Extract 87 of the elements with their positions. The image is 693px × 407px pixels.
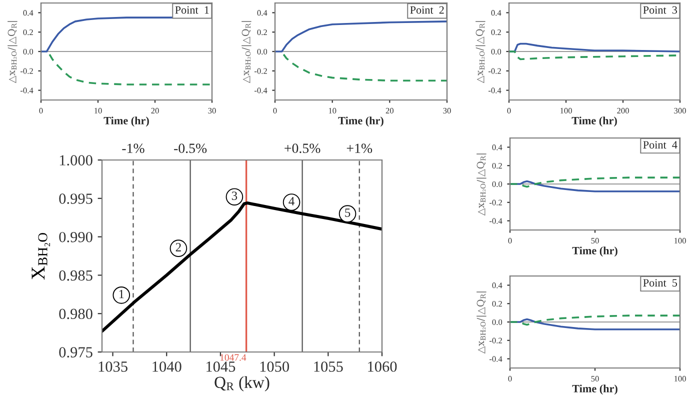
y-tick-label: -0.4 bbox=[488, 88, 502, 94]
annotation: 4 bbox=[288, 197, 294, 206]
y-axis-title: X$_{BH₂O}$ bbox=[32, 232, 50, 280]
y-tick-label: -0.2 bbox=[254, 68, 267, 74]
y-axis-title: △x$_{BH₂O}$/|△Q$_{R}$| bbox=[476, 21, 486, 84]
y-tick-label: -0.2 bbox=[489, 200, 502, 206]
x-axis-title: Time (hr) bbox=[572, 246, 618, 257]
x-tick-label: 30 bbox=[443, 108, 451, 114]
line-series bbox=[510, 314, 680, 326]
x-tick-label: 1040 bbox=[152, 361, 182, 372]
x-tick-label: 0 bbox=[507, 108, 511, 114]
y-tick-label: 0.0 bbox=[491, 48, 502, 55]
x-tick-label: 1050 bbox=[260, 361, 290, 372]
y-axis-title: △x$_{BH₂O}$/|△Q$_{R}$| bbox=[476, 292, 486, 354]
y-tick-label: 0.4 bbox=[492, 144, 502, 150]
y-tick-label: 0.2 bbox=[492, 162, 502, 169]
x-tick-label: 0 bbox=[39, 108, 43, 114]
line-series bbox=[282, 54, 447, 82]
annotation: Point 5 bbox=[643, 279, 678, 287]
y-tick-label: -0.4 bbox=[489, 356, 502, 362]
y-tick-label: 0.985 bbox=[59, 270, 92, 281]
x-tick-label: 100 bbox=[674, 238, 686, 244]
annotation: Point 2 bbox=[410, 6, 444, 14]
y-tick-label: -0.2 bbox=[489, 338, 502, 344]
y-tick-label: 0.2 bbox=[491, 29, 501, 36]
x-tick-label: 300 bbox=[674, 108, 686, 114]
y-tick-label: 0.4 bbox=[492, 282, 502, 288]
annotation: Point 1 bbox=[175, 6, 209, 14]
y-tick-label: -0.4 bbox=[20, 88, 34, 94]
annotation: -0.5% bbox=[174, 144, 207, 154]
annotation: 5 bbox=[345, 208, 350, 217]
x-tick-label: 200 bbox=[617, 108, 629, 114]
x-axis-title: Time (hr) bbox=[104, 116, 149, 127]
y-tick-label: 0.0 bbox=[23, 48, 34, 55]
y-axis-title: △x$_{BH₂O}$/|△Q$_{R}$| bbox=[8, 21, 18, 84]
y-tick-label: 0.975 bbox=[59, 347, 92, 358]
line-series bbox=[48, 54, 212, 86]
y-tick-label: 0.2 bbox=[257, 29, 267, 36]
x-tick-label: 20 bbox=[151, 108, 159, 114]
x-tick-label: 20 bbox=[386, 108, 394, 114]
x-tick-label: 50 bbox=[591, 238, 599, 244]
x-tick-label: 0 bbox=[508, 238, 512, 244]
y-tick-label: 0.2 bbox=[23, 29, 33, 36]
annotation: 1 bbox=[119, 290, 124, 298]
y-tick-label: 1.000 bbox=[60, 155, 92, 166]
x-tick-label: 10 bbox=[328, 108, 336, 114]
y-tick-label: -0.4 bbox=[254, 88, 268, 94]
annotation: 2 bbox=[176, 243, 181, 252]
x-tick-label: 100 bbox=[674, 376, 686, 382]
y-tick-label: 0.0 bbox=[257, 48, 268, 55]
annotation: +0.5% bbox=[284, 144, 320, 154]
annotation: Point 3 bbox=[643, 6, 677, 14]
line-series bbox=[275, 20, 447, 52]
x-tick-label: 1060 bbox=[368, 361, 397, 372]
ref-line-label: 1047.4 bbox=[220, 354, 246, 361]
x-tick-label: 50 bbox=[591, 376, 599, 382]
y-axis-title: △x$_{BH₂O}$/|△Q$_{R}$| bbox=[242, 21, 252, 84]
annotation: +1% bbox=[346, 144, 372, 154]
y-tick-label: 0.0 bbox=[492, 319, 502, 326]
x-tick-label: 1055 bbox=[314, 361, 343, 372]
x-tick-label: 1045 bbox=[206, 361, 236, 372]
y-tick-label: 0.990 bbox=[59, 232, 92, 242]
x-axis-title: Q$_{R}$ (kw) bbox=[214, 376, 270, 392]
y-tick-label: -0.4 bbox=[489, 218, 502, 224]
x-tick-label: 30 bbox=[208, 108, 216, 114]
y-tick-label: -0.2 bbox=[20, 68, 33, 74]
x-tick-label: 1035 bbox=[98, 361, 128, 372]
x-tick-label: 10 bbox=[94, 108, 102, 114]
y-tick-label: 0.0 bbox=[492, 181, 502, 188]
y-tick-label: 0.4 bbox=[491, 10, 502, 16]
x-tick-label: 0 bbox=[508, 376, 512, 382]
x-tick-label: 100 bbox=[560, 108, 572, 114]
x-tick-label: 0 bbox=[273, 108, 277, 114]
y-tick-label: 0.4 bbox=[23, 10, 34, 16]
annotation: 3 bbox=[232, 192, 238, 200]
y-axis-title: △x$_{BH₂O}$/|△Q$_{R}$| bbox=[476, 154, 486, 216]
x-axis-title: Time (hr) bbox=[572, 384, 618, 395]
x-axis-title: Time (hr) bbox=[338, 116, 384, 127]
x-axis-title: Time (hr) bbox=[572, 116, 617, 127]
annotation: -1% bbox=[122, 144, 144, 154]
annotation: Point 4 bbox=[643, 141, 678, 149]
y-tick-label: -0.2 bbox=[488, 68, 501, 74]
y-tick-label: 0.980 bbox=[59, 308, 92, 320]
y-tick-label: 0.4 bbox=[257, 10, 268, 16]
line-series bbox=[510, 176, 680, 188]
y-tick-label: 0.2 bbox=[492, 300, 502, 307]
y-tick-label: 0.995 bbox=[59, 194, 92, 204]
